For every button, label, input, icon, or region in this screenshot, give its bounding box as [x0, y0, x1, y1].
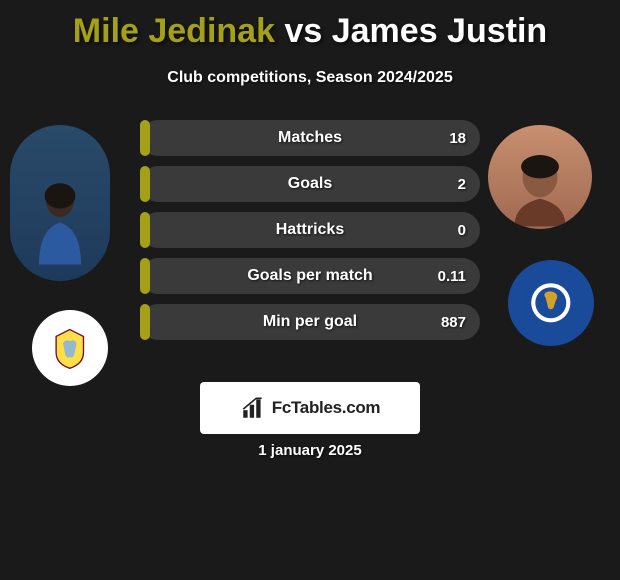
stat-row: Matches18 [140, 120, 480, 156]
subtitle: Club competitions, Season 2024/2025 [0, 69, 620, 87]
stat-label: Goals [140, 166, 480, 202]
stat-row: Hattricks0 [140, 212, 480, 248]
stat-row: Goals per match0.11 [140, 258, 480, 294]
stats-container: Matches18 Goals2 Hattricks0 Goals per match… [140, 120, 480, 350]
vs-text: vs [284, 12, 322, 50]
player2-silhouette [504, 151, 577, 229]
comparison-title: Mile Jedinak vs James Justin [0, 0, 620, 51]
stat-label: Hattricks [140, 212, 480, 248]
leicester-city-crest-icon [525, 277, 577, 329]
player1-club-crest [32, 310, 108, 386]
stat-label: Min per goal [140, 304, 480, 340]
player2-club-crest [508, 260, 594, 346]
player1-silhouette [25, 164, 95, 281]
stat-value-right: 18 [449, 120, 466, 156]
stat-row: Min per goal887 [140, 304, 480, 340]
player1-name: Mile Jedinak [73, 12, 275, 50]
stat-value-right: 0 [458, 212, 466, 248]
watermark: FcTables.com [200, 382, 420, 434]
stat-value-right: 2 [458, 166, 466, 202]
stat-value-right: 0.11 [438, 258, 466, 294]
player1-avatar [10, 125, 110, 281]
player2-avatar [488, 125, 592, 229]
player2-name: James Justin [332, 12, 547, 50]
aston-villa-crest-icon [47, 325, 93, 371]
bar-chart-icon [240, 395, 266, 421]
stat-label: Goals per match [140, 258, 480, 294]
stat-label: Matches [140, 120, 480, 156]
watermark-text: FcTables.com [272, 398, 381, 418]
stat-row: Goals2 [140, 166, 480, 202]
snapshot-date: 1 january 2025 [0, 442, 620, 459]
stat-value-right: 887 [441, 304, 466, 340]
